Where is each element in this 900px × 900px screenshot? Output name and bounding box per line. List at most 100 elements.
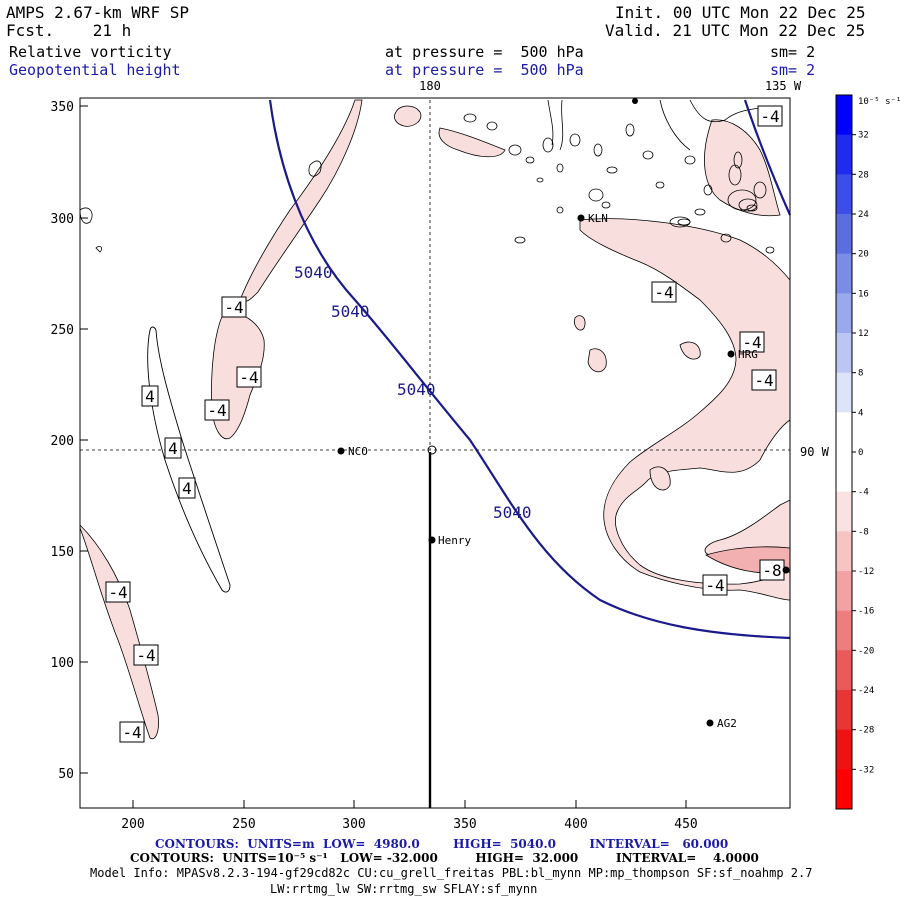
svg-text:-4: -4 — [760, 107, 779, 126]
colorbar-label: -20 — [858, 646, 874, 656]
svg-text:-4: -4 — [705, 576, 724, 595]
vort-label-box-8: -4 — [739, 331, 765, 353]
svg-text:350: 350 — [51, 100, 74, 115]
svg-text:300: 300 — [51, 212, 74, 227]
svg-text:-4: -4 — [654, 283, 673, 302]
height-label-1: 5040 — [294, 263, 333, 282]
smoothing2: sm= 2 — [770, 61, 816, 79]
colorbar-swatch — [836, 293, 852, 334]
colorbar-swatch — [836, 610, 852, 651]
forecast-hours: 21 h — [92, 21, 132, 40]
colorbar-swatches — [836, 95, 852, 810]
footer-height-contours: CONTOURS: UNITS=m LOW= 4980.0 HIGH= 5040… — [155, 837, 729, 851]
colorbar-label: 32 — [858, 131, 869, 141]
station-nco: NCO — [337, 445, 368, 458]
svg-text:KLN: KLN — [588, 212, 608, 225]
vort-region-northeast — [704, 119, 781, 217]
vort-label-box-6: -4 — [119, 721, 145, 743]
svg-text:Henry: Henry — [438, 534, 471, 547]
colorbar-label: 16 — [858, 289, 869, 299]
svg-text:-4: -4 — [224, 298, 243, 317]
svg-text:AG2: AG2 — [717, 717, 737, 730]
station-kln: KLN — [577, 212, 608, 225]
colorbar-swatch — [836, 531, 852, 572]
svg-text:-4: -4 — [136, 646, 155, 665]
colorbar-swatch — [836, 491, 852, 532]
svg-text:HRG: HRG — [738, 348, 758, 361]
pressure1: at pressure = 500 hPa — [385, 43, 584, 61]
vort-region-small-3 — [679, 341, 701, 360]
height-label-2: 5040 — [331, 302, 370, 321]
colorbar-label: -28 — [858, 726, 874, 736]
footer-vorticity-contours: CONTOURS: UNITS=10⁻⁵ s⁻¹ LOW= -32.000 HI… — [130, 851, 759, 865]
colorbar-label: 4 — [858, 408, 863, 418]
vort-region-west-band — [239, 99, 363, 302]
colorbar-swatch — [836, 690, 852, 731]
vort-region-north-2 — [438, 127, 506, 158]
svg-text:300: 300 — [342, 817, 365, 832]
init-time: Init. 00 UTC Mon 22 Dec 25 — [615, 4, 865, 21]
colorbar-label: 12 — [858, 329, 869, 339]
height-label-3: 5040 — [397, 380, 436, 399]
field2-name: Geopotential height — [9, 61, 181, 79]
svg-text:-4: -4 — [742, 333, 761, 352]
init-value: 00 UTC Mon 22 Dec 25 — [672, 3, 866, 22]
colorbar-label: 24 — [858, 210, 869, 220]
lon-label-135w: 135 W — [765, 79, 802, 93]
model-title: AMPS 2.67-km WRF SP — [6, 3, 190, 22]
vort-label-box-13: 4 — [141, 385, 159, 407]
vort-region-small-1 — [573, 315, 586, 331]
svg-text:50: 50 — [58, 767, 74, 782]
map-plot-area: 5040 5040 5040 5040 — [79, 99, 792, 808]
svg-text:4: 4 — [182, 479, 192, 498]
vort-label-box-4: -4 — [105, 581, 131, 603]
vort-region-small-2 — [587, 348, 607, 373]
vort-positive-contour — [147, 326, 231, 593]
colorbar-swatch — [836, 372, 852, 413]
vort-region-southwest — [79, 524, 159, 740]
valid-label: Valid. — [605, 21, 663, 40]
colorbar-swatch — [836, 134, 852, 175]
vort-label-box-3: -4 — [204, 399, 230, 421]
svg-text:-4: -4 — [122, 723, 141, 742]
colorbar-label: 28 — [858, 170, 869, 180]
colorbar: 10⁻⁵ s⁻¹ 32 28 24 20 16 12 8 4 0 -4 -8 -12 -16 -20 -24… — [835, 94, 900, 810]
vort-label-box-1: -4 — [221, 296, 247, 318]
valid-time: Valid. 21 UTC Mon 22 Dec 25 — [605, 22, 865, 39]
svg-text:4: 4 — [168, 439, 178, 458]
forecast-label: Fcst. 21 h — [6, 22, 131, 39]
lon-label-90w: 90 W — [800, 445, 830, 459]
x-axis-ticks: 200 250 300 350 400 450 — [121, 800, 698, 832]
svg-text:350: 350 — [453, 817, 476, 832]
svg-text:4: 4 — [145, 387, 155, 406]
svg-text:-4: -4 — [239, 368, 258, 387]
vort-region-small-4 — [649, 466, 671, 491]
vort-label-box-14: 4 — [164, 437, 182, 459]
colorbar-swatch — [836, 333, 852, 374]
height-contour-5040 — [268, 99, 791, 640]
y-axis-ticks: 350 300 250 200 150 100 50 — [51, 100, 88, 782]
svg-text:-4: -4 — [108, 583, 127, 602]
colorbar-units: 10⁻⁵ s⁻¹ — [858, 97, 900, 107]
lon-label-180: 180 — [419, 79, 441, 93]
svg-text:-4: -4 — [207, 401, 226, 420]
svg-text:450: 450 — [674, 817, 697, 832]
vorticity-fill — [79, 99, 791, 740]
colorbar-swatch — [836, 174, 852, 215]
vort-label-box-5: -4 — [133, 644, 159, 666]
colorbar-labels: 32 28 24 20 16 12 8 4 0 -4 -8 -12 -16 -20 -24 -28 -32 — [852, 131, 874, 775]
station-henry: Henry — [428, 534, 471, 547]
svg-text:NCO: NCO — [348, 445, 368, 458]
colorbar-swatch — [836, 729, 852, 770]
map-frame — [79, 97, 791, 809]
colorbar-label: -8 — [858, 527, 869, 537]
stations: KLN HRG NCO Henry AG2 — [337, 98, 790, 730]
station-hrg: HRG — [727, 348, 758, 361]
pressure2: at pressure = 500 hPa — [385, 61, 584, 79]
pole-marker — [427, 445, 437, 455]
colorbar-label: 20 — [858, 250, 869, 260]
svg-text:150: 150 — [51, 545, 74, 560]
smoothing1: sm= 2 — [770, 43, 816, 61]
colorbar-swatch — [836, 650, 852, 691]
